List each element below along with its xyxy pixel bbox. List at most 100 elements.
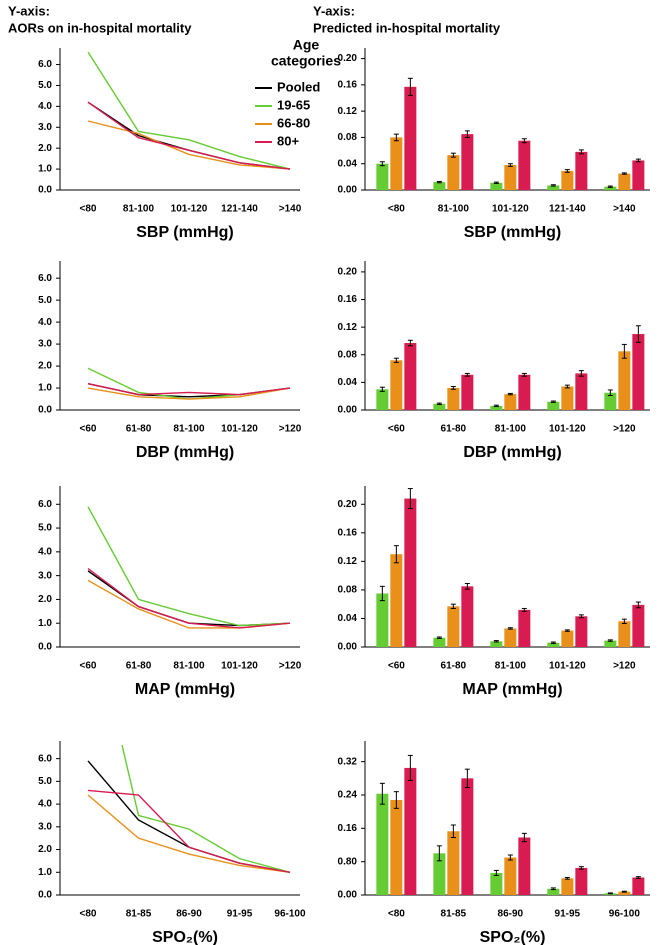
y-tick-label: 0.04 [338, 613, 358, 624]
error-bar [607, 639, 613, 642]
error-bar [607, 185, 613, 188]
bar [447, 606, 460, 647]
x-tick-label: <60 [80, 661, 97, 672]
error-bar [493, 869, 499, 876]
bar [547, 888, 560, 895]
x-tick-label: 91-95 [555, 909, 581, 920]
error-bar [578, 370, 584, 377]
y-tick-label: 0.20 [338, 267, 358, 278]
y-tick-label: 3.0 [38, 122, 52, 133]
bar [461, 778, 474, 895]
error-bar [379, 386, 385, 392]
bar [461, 374, 474, 410]
x-tick-label: <80 [80, 204, 97, 215]
x-tick-label: 61-80 [126, 424, 152, 435]
bar [490, 182, 503, 190]
legend-label: 66-80 [277, 115, 310, 130]
bar [547, 185, 560, 190]
y-tick-label: 1.0 [38, 867, 52, 878]
bar [376, 389, 389, 410]
y-tick-label: 0.04 [338, 158, 358, 169]
bar [561, 386, 574, 410]
bar [632, 604, 645, 647]
x-axis-label: SPO₂(%) [152, 929, 218, 945]
bar [575, 373, 588, 410]
y-tick-label: 0.80 [338, 856, 358, 867]
x-axis-label: MAP (mmHg) [135, 681, 235, 698]
y-tick-label: 0.24 [338, 790, 358, 801]
x-axis-label: DBP (mmHg) [136, 444, 234, 461]
error-bar [464, 130, 470, 138]
bar [376, 163, 389, 190]
y-tick-label: 2.0 [38, 594, 52, 605]
x-tick-label: >120 [279, 661, 302, 672]
y-tick-label: 2.0 [38, 143, 52, 154]
y-tick-label: 0.12 [338, 556, 358, 567]
x-tick-label: <60 [388, 424, 405, 435]
bar [632, 877, 645, 895]
x-tick-label: 96-100 [274, 909, 306, 920]
error-bar [507, 854, 513, 861]
bar [433, 637, 446, 647]
bar [447, 387, 460, 410]
x-tick-label: <60 [388, 661, 405, 672]
bar [504, 628, 517, 647]
bar [490, 405, 503, 410]
bar [618, 351, 631, 410]
legend-title: categories [271, 53, 341, 69]
y-tick-label: 5.0 [38, 776, 52, 787]
error-bar [564, 629, 570, 632]
bar [390, 800, 403, 895]
error-bar [521, 138, 527, 144]
y-tick-label: 4.0 [38, 101, 52, 112]
error-bar [550, 641, 556, 644]
y-tick-label: 0.0 [38, 890, 52, 901]
bar [561, 170, 574, 190]
bar [390, 137, 403, 190]
line [121, 745, 291, 873]
error-bar [578, 866, 584, 870]
x-tick-label: 61-80 [441, 424, 467, 435]
column-header: Predicted in-hospital mortality [313, 20, 501, 35]
bar [561, 878, 574, 895]
error-bar [607, 389, 613, 396]
bar [561, 630, 574, 647]
y-tick-label: 5.0 [38, 80, 52, 91]
y-tick-label: 4.0 [38, 317, 52, 328]
x-axis-label: DBP (mmHg) [463, 444, 561, 461]
error-bar [521, 372, 527, 377]
bar [504, 857, 517, 895]
x-tick-label: <80 [388, 909, 405, 920]
y-tick-label: 5.0 [38, 523, 52, 534]
y-tick-label: 0.12 [338, 106, 358, 117]
bar [547, 642, 560, 647]
bar [447, 831, 460, 895]
error-bar [379, 585, 385, 602]
error-bar [507, 392, 513, 396]
bar [461, 134, 474, 190]
error-bar [436, 636, 442, 639]
error-bar [464, 768, 470, 788]
y-tick-label: 4.0 [38, 546, 52, 557]
error-bar [450, 603, 456, 609]
legend-label: 19-65 [277, 97, 310, 112]
error-bar [521, 832, 527, 843]
x-tick-label: 81-100 [123, 204, 155, 215]
error-bar [393, 133, 399, 142]
bar [632, 334, 645, 410]
legend-title: Age [293, 37, 320, 53]
bar [604, 640, 617, 647]
bar [604, 186, 617, 190]
error-bar [550, 400, 556, 403]
y-tick-label: 0.00 [338, 185, 358, 196]
error-bar [393, 545, 399, 564]
error-bar [564, 384, 570, 389]
y-tick-label: 0.08 [338, 132, 358, 143]
error-bar [621, 890, 627, 893]
column-header: AORs on in-hospital mortality [8, 20, 192, 35]
error-bar [464, 372, 470, 377]
bar [504, 165, 517, 190]
y-tick-label: 0.20 [338, 53, 358, 64]
bar [433, 403, 446, 410]
